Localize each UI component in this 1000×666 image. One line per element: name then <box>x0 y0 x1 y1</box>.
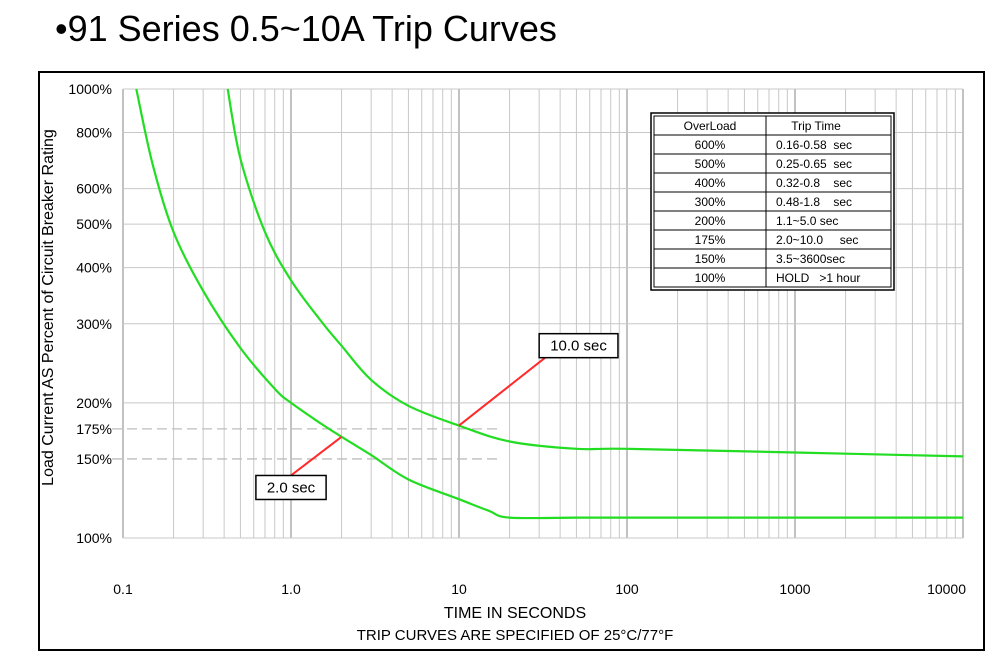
x-tick-label: 1.0 <box>281 581 301 597</box>
table-cell-overload: 600% <box>695 138 726 152</box>
y-tick-label: 150% <box>76 451 112 467</box>
table-cell-trip-time: 1.1~5.0 sec <box>776 214 838 228</box>
table-cell-overload: 200% <box>695 214 726 228</box>
overload-table: OverLoad Trip Time 600% 0.16-0.58 sec 500% 0.… <box>650 112 895 291</box>
overload-table-inner <box>653 115 892 288</box>
table-cell-trip-time: 3.5~3600sec <box>776 252 845 266</box>
trip-curve-series-2 <box>226 88 964 458</box>
table-cell-trip-time: 0.32-0.8 sec <box>776 176 852 190</box>
table-cell-trip-time: 0.25-0.65 sec <box>776 157 852 171</box>
x-tick-label: 0.1 <box>113 581 133 597</box>
y-tick-label: 200% <box>76 395 112 411</box>
table-cell-overload: 400% <box>695 176 726 190</box>
y-axis-label: Load Current AS Percent of Circuit Break… <box>40 129 57 486</box>
callout-label: 2.0 sec <box>267 479 316 496</box>
chart-frame <box>38 71 985 651</box>
x-tick-label: 10 <box>451 581 467 597</box>
table-cell-overload: 150% <box>695 252 726 266</box>
y-tick-label: 800% <box>76 125 112 141</box>
table-cell-trip-time: 0.16-0.58 sec <box>776 138 852 152</box>
callout-box <box>538 332 619 359</box>
grid-lines <box>112 88 964 539</box>
trip-curve-series-1 <box>135 88 963 520</box>
y-tick-label: 100% <box>76 530 112 546</box>
table-cell-overload: 175% <box>695 233 726 247</box>
chart-subtitle: TRIP CURVES ARE SPECIFIED OF 25°C/77°F <box>357 627 674 644</box>
y-tick-label: 300% <box>76 316 112 332</box>
y-tick-label: 1000% <box>68 81 112 97</box>
table-cell-overload: 100% <box>695 271 726 285</box>
callout-arrow-line <box>290 436 343 477</box>
table-cell-overload: 300% <box>695 195 726 209</box>
y-tick-label: 400% <box>76 260 112 276</box>
table-cell-trip-time: 2.0~10.0 sec <box>776 233 858 247</box>
callout-arrow-line <box>458 356 546 427</box>
page-title: •91 Series 0.5~10A Trip Curves <box>55 8 557 49</box>
callout-label: 10.0 sec <box>550 338 607 355</box>
x-tick-label: 100 <box>615 581 639 597</box>
table-header-overload: OverLoad <box>684 119 737 133</box>
x-tick-label: 1000 <box>779 581 810 597</box>
callout-box <box>255 474 327 501</box>
table-header-trip-time: Trip Time <box>791 119 841 133</box>
y-tick-label: 500% <box>76 216 112 232</box>
y-tick-label: 600% <box>76 181 112 197</box>
y-tick-label: 175% <box>76 421 112 437</box>
table-cell-overload: 500% <box>695 157 726 171</box>
table-cell-trip-time: HOLD >1 hour <box>776 271 860 285</box>
x-axis-label: TIME IN SECONDS <box>444 605 586 622</box>
table-cell-trip-time: 0.48-1.8 sec <box>776 195 852 209</box>
x-tick-label: 10000 <box>927 581 966 597</box>
